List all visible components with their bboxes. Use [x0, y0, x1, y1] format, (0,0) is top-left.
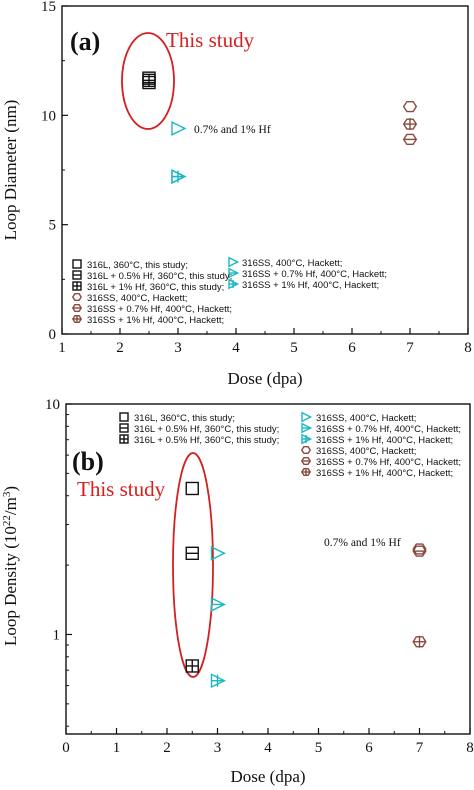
legend-b-marker-2: [119, 434, 129, 444]
x-tick-label-b-5: 5: [315, 740, 323, 756]
legend-a-marker-3: [228, 256, 240, 268]
y-tick-label-a-0: 0: [49, 327, 57, 343]
x-axis-label-a: Dose (dpa): [227, 369, 302, 388]
data-point-a-7-0: [402, 133, 418, 146]
legend-a-marker-6: [71, 293, 83, 301]
legend-a-4: 316SS + 0.7% Hf, 400°C, Hackett;: [242, 269, 387, 280]
y-tick-label-a-3: 15: [41, 0, 56, 15]
data-point-b-6-0: [412, 543, 427, 555]
data-point-b-7-0: [412, 545, 427, 557]
legend-a-0: 316L, 360°C, this study;: [87, 260, 188, 271]
x-tick-label-b-6: 6: [365, 740, 373, 756]
x-axis-label-b: Dose (dpa): [230, 767, 305, 786]
legend-b-4: 316SS + 0.7% Hf, 400°C, Hackett;: [316, 424, 461, 435]
legend-a-8: 316SS + 1% Hf, 400°C, Hackett;: [87, 315, 224, 326]
x-tick-label-a-4: 5: [290, 340, 298, 356]
y-tick-label-b-0: 1: [53, 627, 61, 643]
hf-note-a: 0.7% and 1% Hf: [194, 124, 271, 136]
legend-b-7: 316SS + 0.7% Hf, 400°C, Hackett;: [316, 457, 461, 468]
legend-b-marker-8: [300, 468, 312, 476]
this-study-label-a: This study: [166, 28, 255, 52]
data-point-b-0-0: [185, 481, 199, 496]
legend-a-marker-1: [72, 270, 82, 280]
data-point-a-8-0: [402, 118, 418, 131]
x-tick-label-a-3: 4: [232, 340, 240, 356]
legend-b-1: 316L + 0.5% Hf, 360°C, this study;: [134, 424, 279, 435]
x-tick-label-a-0: 1: [58, 340, 66, 356]
hf-note-b: 0.7% and 1% Hf: [324, 537, 401, 549]
data-point-a-2-0: [142, 73, 156, 88]
data-point-b-3-0: [210, 545, 226, 561]
legend-a-2: 316L + 1% Hf, 360°C, this study;: [87, 282, 224, 293]
legend-b-marker-1: [119, 423, 129, 433]
legend-a-marker-4: [228, 267, 240, 279]
data-point-b-5-0: [210, 673, 226, 689]
this-study-ellipse-b: [172, 452, 214, 678]
this-study-ellipse-a: [121, 32, 175, 130]
x-tick-label-b-8: 8: [466, 740, 474, 756]
data-point-a-5-0: [171, 169, 187, 184]
legend-b: 316L, 360°C, this study; 316L + 0.5% Hf,…: [119, 411, 461, 479]
legend-a-1: 316L + 0.5% Hf, 360°C, this study;: [87, 271, 232, 282]
legend-a-3: 316SS, 400°C, Hackett;: [242, 258, 342, 269]
x-tick-label-a-6: 7: [406, 340, 414, 356]
x-tick-label-a-5: 6: [348, 340, 356, 356]
data-point-b-1-0: [185, 546, 199, 561]
legend-b-marker-5: [301, 433, 313, 445]
this-study-label-b: This study: [77, 477, 166, 501]
y-axis-label-a: Loop Diameter (nm): [1, 100, 20, 241]
legend-a-marker-5: [228, 278, 240, 290]
legend-b-2: 316L + 0.5% Hf, 360°C, this study;: [134, 435, 279, 446]
y-tick-label-a-1: 5: [49, 218, 57, 234]
x-tick-label-a-1: 2: [116, 340, 124, 356]
legend-a: 316L, 360°C, this study; 316L + 0.5% Hf,…: [71, 256, 387, 326]
data-point-b-4-0: [210, 597, 226, 612]
legend-a-marker-2: [72, 281, 82, 291]
y-tick-label-b-1: 10: [45, 397, 60, 413]
x-tick-label-b-2: 2: [163, 740, 171, 756]
x-tick-label-b-1: 1: [113, 740, 121, 756]
data-points-b: [185, 481, 427, 689]
legend-b-marker-7: [300, 457, 312, 465]
legend-a-6: 316SS, 400°C, Hackett;: [87, 293, 187, 304]
data-points-a: [142, 71, 418, 184]
panel-label-b: (b): [72, 447, 104, 476]
legend-a-marker-7: [71, 304, 83, 312]
panel-a: 1 2 3 4 5 6 7 8 0 5 10 15 Dose (dpa) Loop Diameter …: [1, 0, 472, 388]
legend-a-marker-0: [72, 259, 82, 269]
x-tick-label-b-3: 3: [214, 740, 222, 756]
legend-b-8: 316SS + 1% Hf, 400°C, Hackett;: [316, 468, 453, 479]
legend-b-marker-6: [300, 446, 312, 454]
legend-b-marker-0: [119, 412, 129, 422]
legend-b-0: 316L, 360°C, this study;: [134, 413, 235, 424]
data-point-a-6-0: [402, 100, 418, 113]
x-tick-label-b-7: 7: [416, 740, 424, 756]
legend-b-5: 316SS + 1% Hf, 400°C, Hackett;: [316, 435, 453, 446]
panel-label-a: (a): [70, 27, 100, 56]
ticks-a: 1 2 3 4 5 6 7 8 0 5 10 15: [41, 0, 472, 356]
ticks-b: 0 1 2 3 4 5 6 7 8 1 10: [45, 397, 474, 756]
legend-b-3: 316SS, 400°C, Hackett;: [316, 413, 416, 424]
data-point-b-2-0: [185, 659, 199, 673]
legend-b-marker-3: [301, 411, 313, 423]
x-tick-label-b-4: 4: [264, 740, 272, 756]
legend-a-7: 316SS + 0.7% Hf, 400°C, Hackett;: [87, 304, 232, 315]
x-tick-label-b-0: 0: [62, 740, 70, 756]
y-tick-label-a-2: 10: [41, 108, 56, 124]
data-point-b-8-0: [412, 635, 427, 648]
legend-a-5: 316SS + 1% Hf, 400°C, Hackett;: [242, 280, 379, 291]
legend-a-marker-8: [71, 315, 83, 323]
y-axis-label-b: Loop Density (1022/m3): [1, 486, 20, 646]
panel-b: 0 1 2 3 4 5 6 7 8 1 10 Dose (dpa) Loop Density (10…: [1, 397, 474, 786]
legend-b-marker-4: [301, 422, 313, 434]
x-tick-label-a-7: 8: [464, 340, 472, 356]
legend-b-6: 316SS, 400°C, Hackett;: [316, 446, 416, 457]
data-point-a-3-0: [171, 121, 187, 136]
x-tick-label-a-2: 3: [174, 340, 182, 356]
